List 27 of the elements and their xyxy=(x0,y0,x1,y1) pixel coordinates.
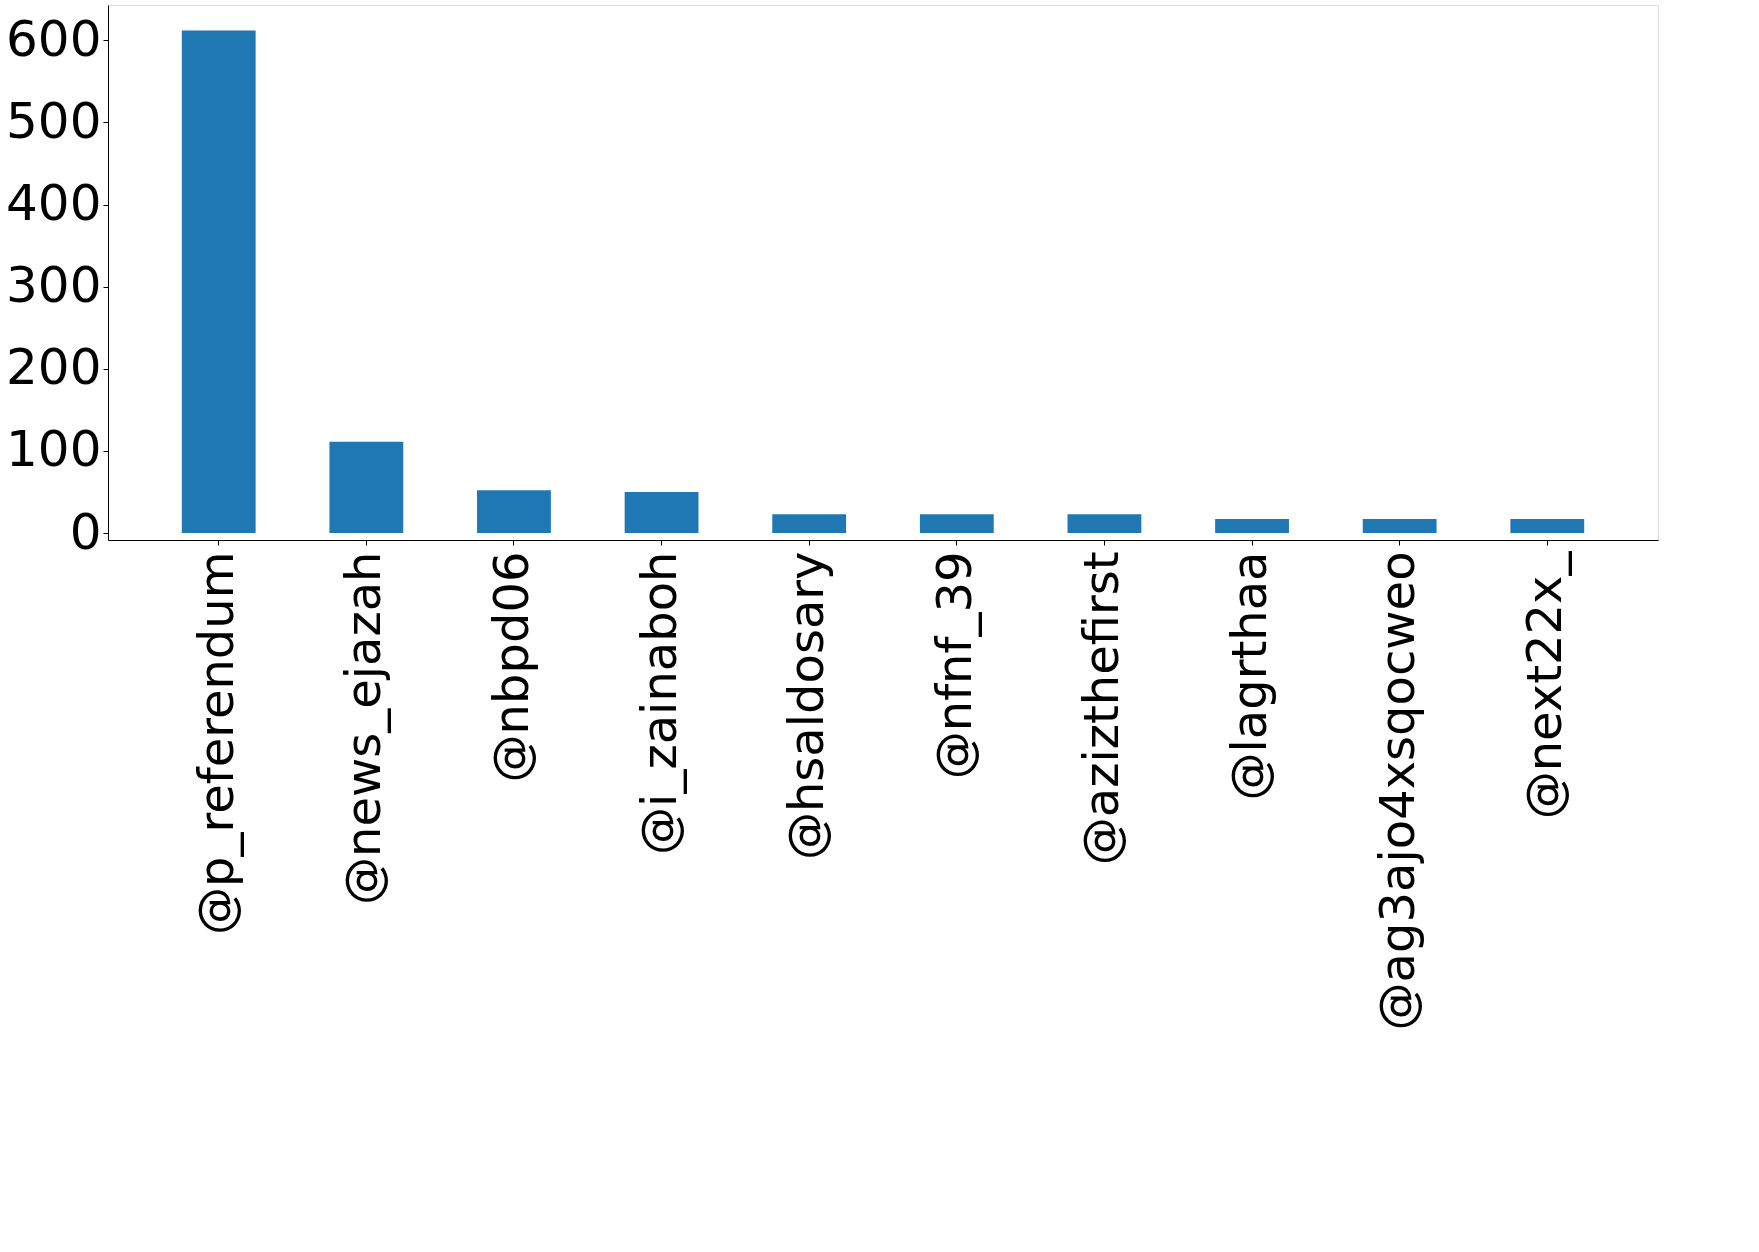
y-tick-label: 300 xyxy=(6,256,102,315)
x-tick-label: @news_ejazah xyxy=(335,551,392,906)
y-tick-label: 0 xyxy=(69,502,102,561)
x-tick-label: @lagrthaa xyxy=(1221,551,1278,801)
bar xyxy=(477,490,551,534)
x-tick-label: @azizthefirst xyxy=(1073,551,1130,866)
bar xyxy=(624,491,699,534)
y-tick-label: 600 xyxy=(6,9,102,68)
y-tick-label: 500 xyxy=(6,91,102,150)
bar xyxy=(1067,514,1142,534)
y-tick-label: 100 xyxy=(6,420,102,479)
bar xyxy=(1362,519,1437,534)
x-tick-label: @nfnf_39 xyxy=(925,551,982,780)
x-tick-label: @next22x_ xyxy=(1516,550,1573,820)
bar xyxy=(1215,519,1289,534)
bar xyxy=(772,514,847,534)
bar xyxy=(1510,519,1585,534)
bar xyxy=(329,441,404,534)
x-tick-label: @hsaldosary xyxy=(778,551,835,861)
x-tick-label: @ag3ajo4xsqocweo xyxy=(1368,551,1425,1031)
x-tick-label: @nbpd06 xyxy=(482,551,539,783)
bar xyxy=(181,30,256,534)
x-tick-label: @i_zainaboh xyxy=(630,551,687,855)
y-tick-label: 200 xyxy=(6,338,102,397)
bar xyxy=(919,514,994,534)
y-tick-label: 400 xyxy=(6,174,102,233)
x-tick-label: @p_referendum xyxy=(187,551,244,935)
